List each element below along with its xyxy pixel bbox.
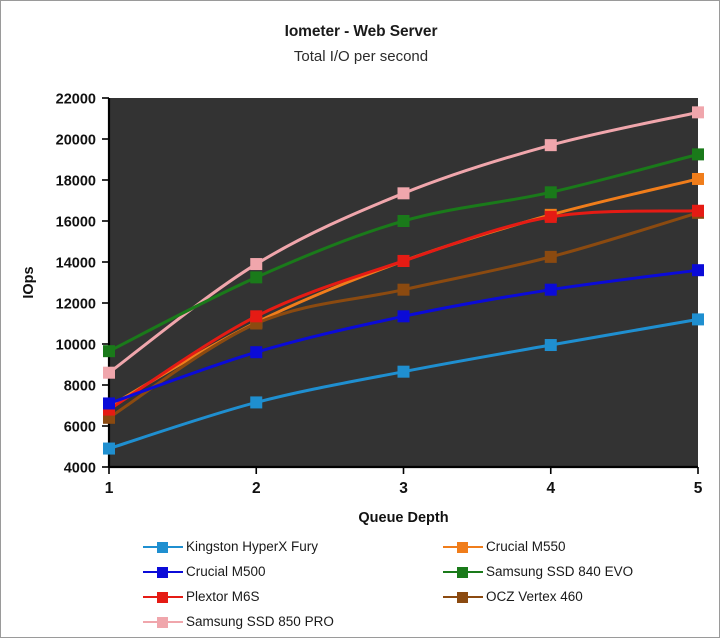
x-axis-tick-label: 2: [252, 480, 261, 497]
legend-item-label: Crucial M500: [186, 564, 266, 579]
data-point-marker: [544, 250, 557, 263]
x-axis-title: Queue Depth: [358, 510, 448, 526]
data-point-marker: [544, 283, 557, 296]
x-axis-tick-label: 5: [694, 480, 703, 497]
data-point-marker: [250, 396, 263, 409]
data-point-marker: [103, 442, 115, 455]
legend-marker: [457, 592, 468, 603]
legend-item[interactable]: Crucial M500: [143, 559, 443, 584]
legend-item-label: Samsung SSD 850 PRO: [186, 614, 334, 629]
series-crucial-m500: [103, 264, 704, 410]
data-point-marker: [250, 258, 263, 271]
data-point-marker: [692, 313, 704, 326]
x-axis-tick-label: 1: [105, 480, 114, 497]
y-axis-tick-label: 8000: [64, 379, 96, 395]
y-axis-tick-label: 16000: [56, 215, 96, 231]
data-point-marker: [250, 310, 263, 323]
data-point-marker: [544, 210, 557, 223]
legend-marker: [457, 567, 468, 578]
data-point-marker: [544, 339, 557, 352]
legend-swatch-icon: [143, 540, 183, 554]
x-axis-tick-label: 4: [546, 480, 555, 497]
data-point-marker: [103, 397, 115, 410]
legend-marker: [457, 542, 468, 553]
legend-swatch-icon: [443, 565, 483, 579]
data-point-marker: [397, 187, 410, 200]
data-point-marker: [544, 139, 557, 152]
y-axis-tick-label: 10000: [56, 338, 96, 354]
y-axis-tick-label: 18000: [56, 174, 96, 190]
legend-marker: [157, 617, 168, 628]
y-axis-tick-label: 22000: [56, 92, 96, 108]
data-point-marker: [692, 106, 704, 119]
legend-swatch-icon: [143, 590, 183, 604]
data-point-marker: [397, 365, 410, 378]
legend-item[interactable]: Samsung SSD 840 EVO: [443, 559, 703, 584]
data-point-marker: [103, 345, 115, 358]
data-point-marker: [544, 186, 557, 199]
data-point-marker: [692, 172, 704, 185]
data-point-marker: [692, 148, 704, 161]
chart-legend: Kingston HyperX Fury Crucial M550 Crucial …: [143, 534, 703, 634]
y-axis-tick-label: 20000: [56, 133, 96, 149]
data-point-marker: [692, 264, 704, 277]
legend-item[interactable]: Plextor M6S: [143, 584, 443, 609]
title-block: Iometer - Web Server Total I/O per secon…: [1, 23, 720, 65]
data-point-marker: [397, 283, 410, 296]
data-point-marker: [397, 254, 410, 267]
y-axis-tick-label: 12000: [56, 297, 96, 313]
data-point-marker: [397, 215, 410, 227]
legend-marker: [157, 592, 168, 603]
legend-item[interactable]: OCZ Vertex 460: [443, 584, 703, 609]
chart-subtitle: Total I/O per second: [293, 48, 429, 65]
data-point-marker: [397, 310, 410, 323]
series-kingston-hyperx-fury: [103, 313, 704, 455]
legend-item-label: Crucial M550: [486, 539, 566, 554]
legend-item-label: Plextor M6S: [186, 589, 260, 604]
data-point-marker: [692, 204, 704, 217]
legend-marker: [157, 542, 168, 553]
legend-item[interactable]: Crucial M550: [443, 534, 703, 559]
legend-item-label: OCZ Vertex 460: [486, 589, 583, 604]
legend-item-label: Samsung SSD 840 EVO: [486, 564, 634, 579]
legend-swatch-icon: [143, 565, 183, 579]
x-axis-tick-label: 3: [399, 480, 408, 497]
legend-swatch-icon: [443, 540, 483, 554]
series-samsung-ssd-840-evo: [103, 148, 704, 358]
y-axis-tick-label: 6000: [64, 420, 96, 436]
legend-swatch-icon: [443, 590, 483, 604]
chart-title: Iometer - Web Server: [284, 23, 438, 40]
y-axis-tick-label: 4000: [64, 461, 96, 477]
legend-swatch-icon: [143, 615, 183, 629]
y-axis-title: IOps: [21, 266, 37, 298]
data-point-marker: [103, 366, 115, 379]
y-axis-tick-label: 14000: [56, 256, 96, 272]
data-point-marker: [250, 271, 263, 284]
legend-marker: [157, 567, 168, 578]
data-point-marker: [250, 346, 263, 359]
legend-item-label: Kingston HyperX Fury: [186, 539, 319, 554]
legend-item[interactable]: Kingston HyperX Fury: [143, 534, 443, 559]
legend-item[interactable]: Samsung SSD 850 PRO: [143, 609, 443, 634]
